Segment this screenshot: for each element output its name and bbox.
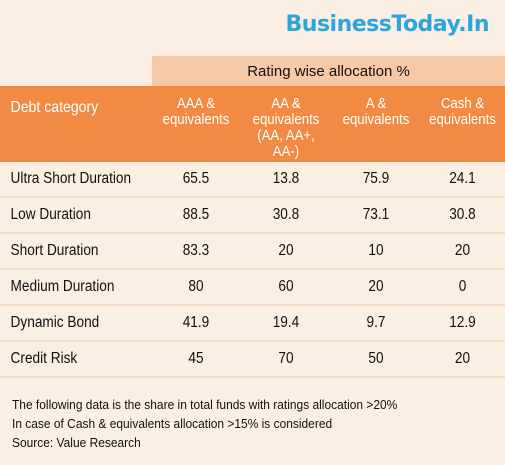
header-cash: Cash & equivalents <box>429 95 496 128</box>
cell-aa: 60 <box>278 278 294 295</box>
footnote-source: Source: Value Research <box>12 435 141 450</box>
cell-aaa: 45 <box>188 350 204 367</box>
super-header-blank <box>0 56 152 86</box>
cell-cash: 20 <box>454 350 471 367</box>
cell-aaa: 83.3 <box>182 242 210 259</box>
cell-cash: 30.8 <box>449 206 476 223</box>
header-aa: AA & equivalents (AA, AA+, AA-) <box>252 95 320 160</box>
cell-aa: 20 <box>278 242 294 259</box>
table-header-row: Debt category AAA & equivalents AA & equ… <box>0 86 505 162</box>
header-a: A & equivalents <box>342 95 410 128</box>
cell-aaa: 88.5 <box>182 206 210 223</box>
table-row: Ultra Short Duration 65.5 13.8 75.9 24.1 <box>0 162 505 198</box>
super-header-label: Rating wise allocation % <box>152 56 505 86</box>
table-row: Dynamic Bond 41.9 19.4 9.7 12.9 <box>0 306 505 342</box>
footnote-threshold: The following data is the share in total… <box>12 397 398 412</box>
cell-aaa: 41.9 <box>182 314 210 331</box>
table-row: Medium Duration 80 60 20 0 <box>0 270 505 306</box>
cell-aa: 13.8 <box>272 170 300 187</box>
cell-cash: 0 <box>458 278 467 295</box>
footnotes: The following data is the share in total… <box>12 395 397 452</box>
cell-a: 73.1 <box>362 206 390 223</box>
cell-a: 9.7 <box>366 314 386 331</box>
table-body: Ultra Short Duration 65.5 13.8 75.9 24.1… <box>0 162 505 378</box>
allocation-table: Rating wise allocation % Debt category A… <box>0 56 505 378</box>
cell-aa: 19.4 <box>272 314 300 331</box>
row-category: Ultra Short Duration <box>10 170 132 187</box>
row-category: Short Duration <box>10 242 99 259</box>
cell-cash: 12.9 <box>449 314 476 331</box>
cell-aaa: 65.5 <box>182 170 210 187</box>
row-category: Medium Duration <box>10 278 115 295</box>
cell-cash: 24.1 <box>449 170 476 187</box>
table-row: Short Duration 83.3 20 10 20 <box>0 234 505 270</box>
footnote-cash: In case of Cash & equivalents allocation… <box>12 416 333 431</box>
cell-cash: 20 <box>454 242 471 259</box>
cell-aa: 30.8 <box>272 206 300 223</box>
table-row: Credit Risk 45 70 50 20 <box>0 342 505 378</box>
table-row: Low Duration 88.5 30.8 73.1 30.8 <box>0 198 505 234</box>
row-category: Credit Risk <box>10 350 78 367</box>
header-debt-category: Debt category <box>10 99 99 116</box>
cell-aa: 70 <box>278 350 294 367</box>
row-category: Dynamic Bond <box>10 314 100 331</box>
header-aaa: AAA & equivalents <box>162 95 230 128</box>
table-super-header: Rating wise allocation % <box>0 56 505 86</box>
cell-aaa: 80 <box>188 278 204 295</box>
cell-a: 75.9 <box>362 170 390 187</box>
cell-a: 50 <box>368 350 384 367</box>
cell-a: 10 <box>368 242 384 259</box>
row-category: Low Duration <box>10 206 91 223</box>
cell-a: 20 <box>368 278 384 295</box>
brand-logo: BusinessToday.In <box>285 12 490 37</box>
